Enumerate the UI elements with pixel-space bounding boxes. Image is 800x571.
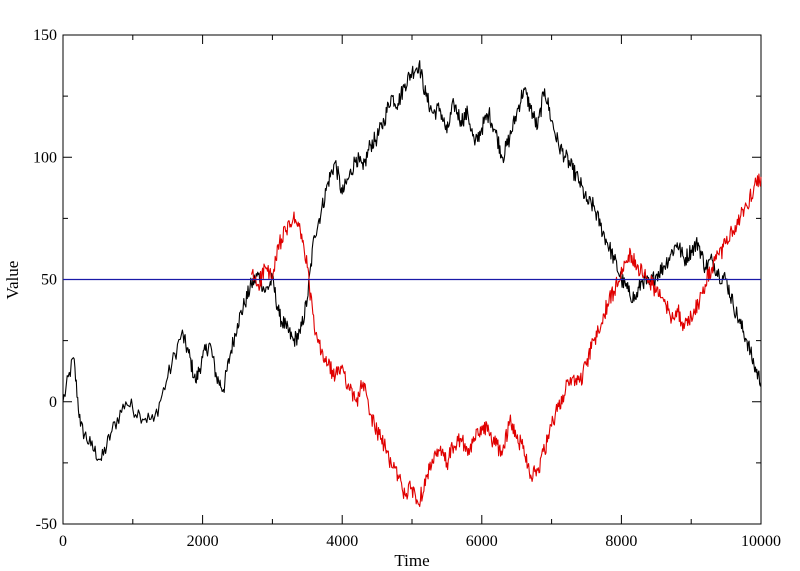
tick-marks <box>62 34 762 525</box>
series-lines <box>62 60 762 508</box>
x-tick-label: 2000 <box>187 533 219 550</box>
x-tick-label: 4000 <box>326 533 358 550</box>
series-line-1 <box>62 60 762 461</box>
x-axis-label: Time <box>394 551 429 570</box>
y-tick-label: -50 <box>36 516 57 533</box>
y-tick-label: 100 <box>33 149 57 166</box>
y-axis-label: Value <box>3 261 22 300</box>
y-tick-label: 50 <box>41 272 57 289</box>
series-line-2 <box>250 173 762 508</box>
x-tick-label: 10000 <box>741 533 781 550</box>
y-tick-label: 150 <box>33 27 57 44</box>
y-tick-label: 0 <box>49 394 57 411</box>
x-tick-label: 6000 <box>466 533 498 550</box>
x-tick-label: 0 <box>59 533 67 550</box>
x-tick-label: 8000 <box>605 533 637 550</box>
